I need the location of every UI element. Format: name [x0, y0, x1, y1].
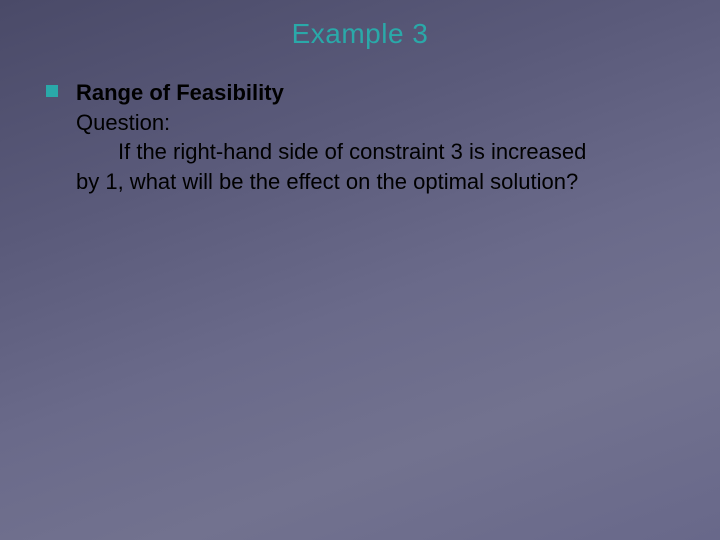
body-line-1-text: If the right-hand side of constraint 3 i…: [118, 139, 586, 164]
body-question-label: Question:: [76, 108, 586, 138]
square-bullet-icon: [46, 85, 58, 97]
bullet-item: Range of Feasibility Question: If the ri…: [46, 78, 674, 197]
slide-title: Example 3: [28, 18, 692, 50]
body-line-2: by 1, what will be the effect on the opt…: [76, 167, 586, 197]
body-text: Range of Feasibility Question: If the ri…: [76, 78, 586, 197]
body-line-1: If the right-hand side of constraint 3 i…: [76, 137, 586, 167]
slide: Example 3 Range of Feasibility Question:…: [0, 0, 720, 540]
slide-content: Range of Feasibility Question: If the ri…: [28, 78, 692, 197]
body-heading: Range of Feasibility: [76, 78, 586, 108]
